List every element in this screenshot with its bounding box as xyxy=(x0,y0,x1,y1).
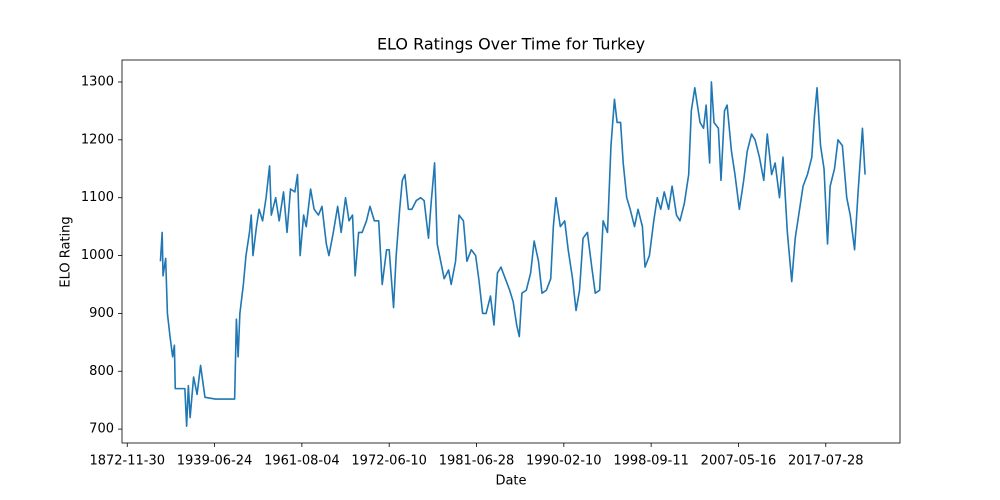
x-tick-label: 2017-07-28 xyxy=(788,454,864,469)
x-tick-label: 1939-06-24 xyxy=(177,454,253,469)
x-tick-label: 1872-11-30 xyxy=(89,454,165,469)
y-tick-label: 800 xyxy=(89,364,114,379)
y-tick-label: 900 xyxy=(89,306,114,321)
x-tick-label: 1972-06-10 xyxy=(351,454,427,469)
y-axis-label: ELO Rating xyxy=(59,216,74,287)
data-line xyxy=(159,81,866,428)
x-axis-label: Date xyxy=(495,474,526,489)
x-tick-label: 1961-08-04 xyxy=(264,454,340,469)
x-tick-label: 1990-02-10 xyxy=(526,454,602,469)
y-tick-label: 1200 xyxy=(81,132,114,147)
x-tick-label: 1998-09-11 xyxy=(613,454,689,469)
y-tick-label: 1300 xyxy=(81,74,114,89)
chart-title: ELO Ratings Over Time for Turkey xyxy=(377,35,645,54)
y-tick-label: 1000 xyxy=(81,248,114,263)
plot-frame xyxy=(121,59,901,444)
x-tick-label: 2007-05-16 xyxy=(701,454,777,469)
y-tick-label: 700 xyxy=(89,422,114,437)
y-tick-label: 1100 xyxy=(81,190,114,205)
x-tick-label: 1981-06-28 xyxy=(439,454,515,469)
